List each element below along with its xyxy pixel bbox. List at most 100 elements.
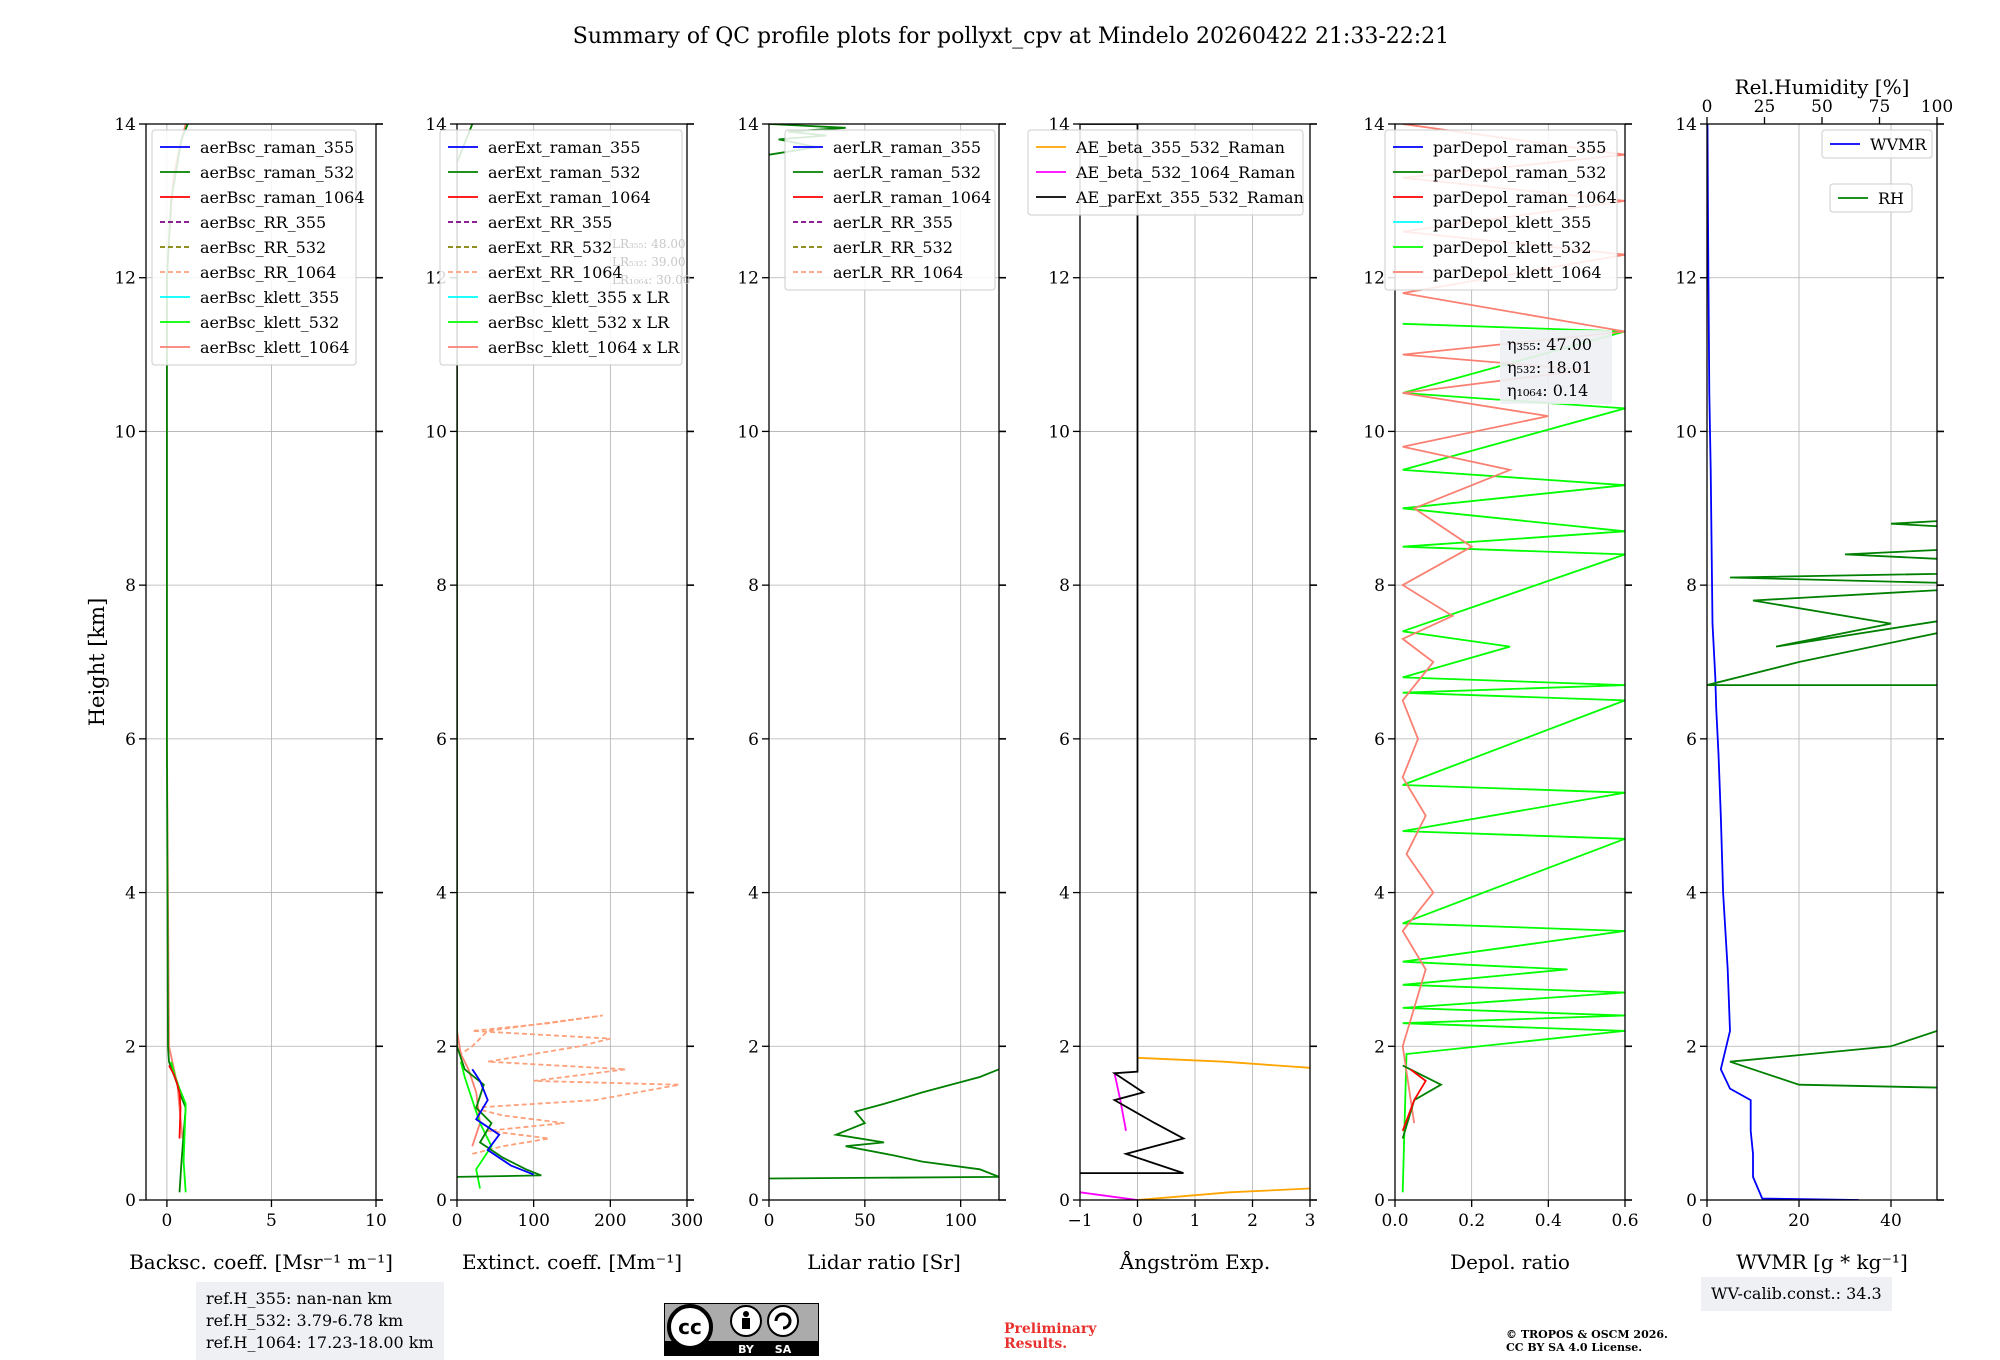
y-tick-label: 10 [114, 422, 136, 442]
series-line-ae-beta-355-532-raman-upper [1137, 1056, 1310, 1069]
ref-h-355: ref.H_355: nan-nan km [206, 1289, 393, 1308]
series-line-aerlr-raman-532 [769, 1068, 999, 1180]
x-tick-label: 20 [1788, 1211, 1810, 1231]
legend-label: parDepol_klett_355 [1433, 213, 1591, 232]
y-tick-label: 12 [1363, 269, 1385, 289]
y-tick-label: 4 [436, 884, 447, 904]
y-tick-label: 2 [436, 1037, 447, 1057]
panel-wv: 0 20 40 0 2 4 6 8 10 12 14 WVMR [g * kg⁻¹] 0 25 50 75 10… [1675, 75, 1953, 1274]
lr-annotation: LR₅₃₂: 39.00 [612, 255, 686, 269]
legend-label: aerBsc_RR_1064 [200, 263, 336, 282]
legend: parDepol_raman_355 parDepol_raman_532 parD… [1384, 129, 1618, 291]
axes-frame [1394, 123, 1626, 1201]
copyright-line-2: CC BY SA 4.0 License. [1506, 1341, 1643, 1354]
legend-label: aerLR_raman_1064 [833, 188, 991, 207]
legend-label: aerExt_raman_532 [488, 163, 641, 182]
x-axis-label: Ångström Exp. [1119, 1249, 1270, 1274]
x-tick-label: 100 [517, 1211, 549, 1231]
panel-bsc: 0 5 10 0 2 4 6 8 10 12 14 Backsc. coeff. [Msr⁻¹ m⁻¹… [85, 115, 393, 1274]
series-line-aerext-rr-1064 [460, 1014, 680, 1155]
y-tick-label: 0 [748, 1191, 759, 1211]
x-tick-label: 50 [854, 1211, 876, 1231]
legend-label: aerBsc_RR_355 [200, 213, 326, 232]
y-tick-label: 12 [1048, 269, 1070, 289]
axes-frame [456, 123, 688, 1201]
eta-annotation: η₅₃₂: 18.01 [1507, 358, 1592, 377]
y-tick-label: 10 [737, 422, 759, 442]
sa-icon [767, 1305, 799, 1337]
y-tick-label: 14 [737, 115, 759, 135]
cc-icon [667, 1304, 713, 1350]
series-line-wvmr [1707, 124, 1859, 1200]
legend-label: RH [1878, 189, 1904, 208]
legend-label: parDepol_raman_532 [1433, 163, 1606, 182]
legend-label: parDepol_klett_1064 [1433, 263, 1602, 282]
y-tick-label: 6 [436, 730, 447, 750]
y-tick-label: 14 [114, 115, 136, 135]
legend-label: aerLR_RR_1064 [833, 263, 963, 282]
legend-box [784, 129, 996, 291]
y-tick-label: 2 [1374, 1037, 1385, 1057]
y-tick-label: 10 [1363, 422, 1385, 442]
legend-label: aerBsc_klett_532 x LR [488, 313, 670, 332]
y-tick-label: 6 [748, 730, 759, 750]
legend-label: AE_beta_532_1064_Raman [1075, 163, 1295, 182]
x-axis-label: WVMR [g * kg⁻¹] [1736, 1250, 1908, 1274]
legend-label: aerLR_raman_355 [833, 138, 981, 157]
top-x-tick-label: 25 [1754, 97, 1776, 117]
legend-label: parDepol_klett_532 [1433, 238, 1591, 257]
y-tick-label: 0 [436, 1191, 447, 1211]
x-tick-label: 3 [1305, 1211, 1316, 1231]
x-tick-label: 0 [161, 1211, 172, 1231]
lr-annotation: LR₃₅₅: 48.00 [612, 237, 686, 251]
ref-h-532: ref.H_532: 3.79-6.78 km [206, 1311, 404, 1330]
y-tick-label: 10 [425, 422, 447, 442]
legend-label: aerLR_RR_532 [833, 238, 953, 257]
x-tick-label: 100 [944, 1211, 976, 1231]
eta-box [1500, 330, 1612, 404]
x-tick-label: 2 [1247, 1211, 1258, 1231]
x-tick-label: 0.0 [1381, 1211, 1408, 1231]
top-x-tick-label: 0 [1702, 97, 1713, 117]
y-tick-label: 8 [125, 576, 136, 596]
legend-box [439, 129, 683, 366]
series-line-aerbsc-klett-1064-x-lr [457, 124, 481, 1147]
axes-frame [768, 123, 1000, 1201]
legend-label: parDepol_raman_1064 [1433, 188, 1617, 207]
legend: aerLR_raman_355 aerLR_raman_532 aerLR_rama… [784, 129, 996, 291]
y-tick-label: 8 [1374, 576, 1385, 596]
sa-icon-arrow [774, 1312, 792, 1330]
legend-label: WVMR [1870, 135, 1927, 154]
figure-title: Summary of QC profile plots for pollyxt_… [573, 24, 1449, 49]
y-tick-label: 2 [748, 1037, 759, 1057]
legend-label: aerExt_RR_355 [488, 213, 612, 232]
y-tick-label: 4 [1059, 884, 1070, 904]
series-line-aerbsc-raman-1064 [168, 1065, 182, 1139]
copyright-line-1: © TROPOS & OSCM 2026. [1506, 1328, 1668, 1341]
y-tick-label: 4 [125, 884, 136, 904]
by-icon-body [742, 1318, 750, 1329]
top-axis-label: Rel.Humidity [%] [1735, 75, 1910, 99]
series-line-aerbsc-klett-532-x-lr [459, 1061, 493, 1189]
y-tick-label: 2 [125, 1037, 136, 1057]
x-tick-label: 0 [1702, 1211, 1713, 1231]
x-tick-label: 0.2 [1458, 1211, 1485, 1231]
axes-frame [1706, 123, 1938, 1201]
legend-label: AE_parExt_355_532_Raman [1075, 188, 1304, 207]
x-tick-label: 10 [365, 1211, 387, 1231]
y-tick-label: 14 [1675, 115, 1697, 135]
panel-dep: 0.0 0.2 0.4 0.6 0 2 4 6 8 10 12 14 Depol. ratio parDe… [1363, 115, 1638, 1274]
y-tick-label: 6 [1686, 730, 1697, 750]
top-x-tick-label: 75 [1869, 97, 1891, 117]
y-tick-label: 6 [125, 730, 136, 750]
y-tick-label: 0 [1374, 1191, 1385, 1211]
x-axis-label: Extinct. coeff. [Mm⁻¹] [462, 1250, 682, 1274]
cc-text: cc [678, 1315, 702, 1339]
y-tick-label: 4 [1686, 884, 1697, 904]
eta-annotation: η₁₀₆₄: 0.14 [1507, 381, 1588, 400]
x-tick-label: 0 [764, 1211, 775, 1231]
legend-label: aerBsc_klett_1064 x LR [488, 338, 680, 357]
y-tick-label: 2 [1686, 1037, 1697, 1057]
series-line-ae-beta-532-1064-raman-mid [1113, 1073, 1127, 1131]
